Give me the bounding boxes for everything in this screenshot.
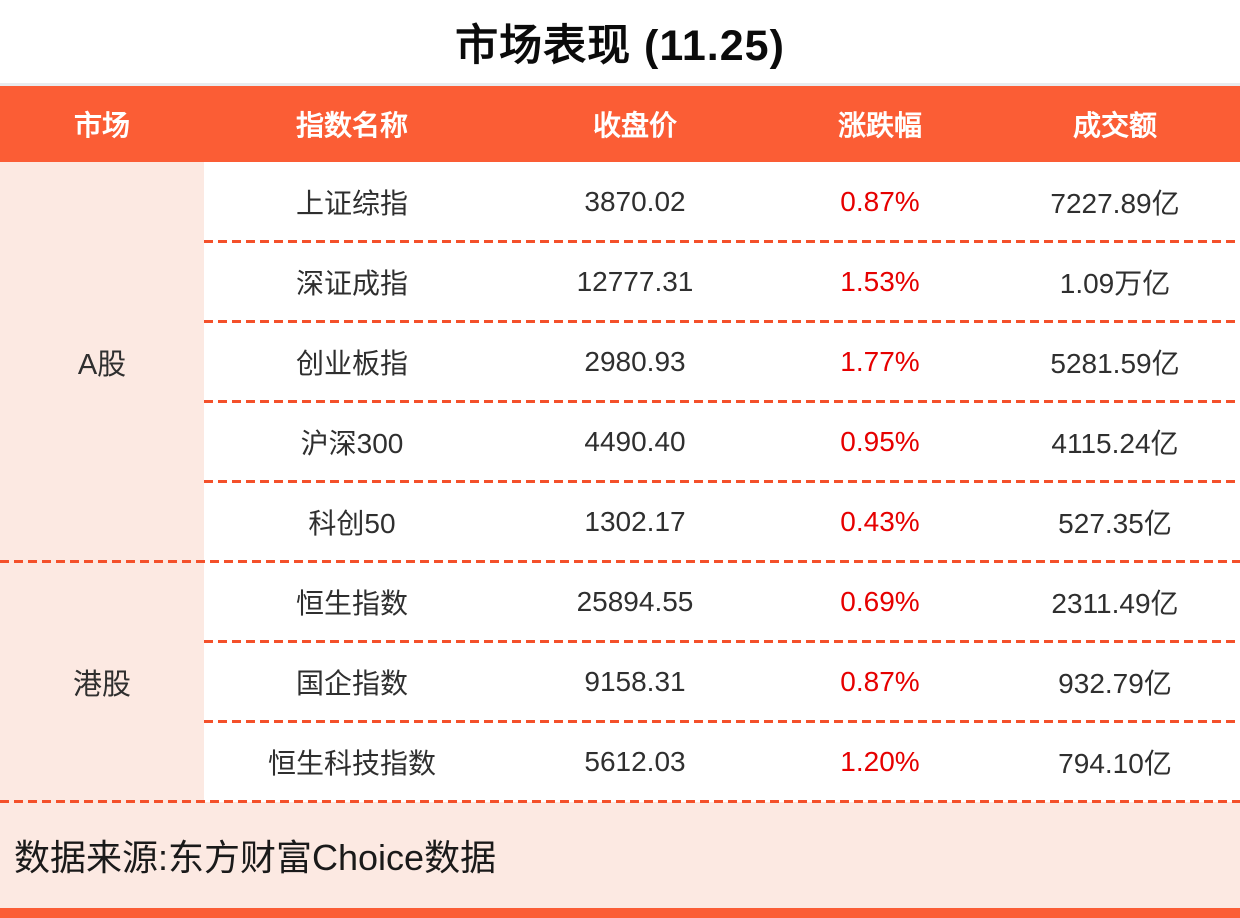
turnover: 2311.49亿 — [1051, 588, 1179, 619]
table-row-hang-seng-tech: 恒生科技指数 5612.03 1.20% 794.10亿 — [204, 722, 1240, 802]
table-header: 市场 指数名称 收盘价 涨跌幅 成交额 — [0, 86, 1240, 162]
data-column: 上证综指 3870.02 0.87% 7227.89亿 深证成指 12777.3… — [204, 162, 1240, 802]
table-row-csi300: 沪深300 4490.40 0.95% 4115.24亿 — [204, 402, 1240, 483]
change-percent: 0.87% — [840, 186, 920, 217]
data-source-text: 数据来源:东方财富Choice数据 — [14, 837, 497, 878]
close-price: 2980.93 — [584, 346, 686, 377]
change-percent: 1.77% — [840, 346, 920, 377]
market-group-label: 港股 — [72, 669, 131, 701]
turnover: 932.79亿 — [1058, 668, 1172, 699]
turnover: 794.10亿 — [1058, 748, 1172, 779]
group-separator-bottom — [0, 800, 1240, 803]
group-separator-a-hk — [0, 560, 1240, 563]
column-header-turnover: 成交额 — [1072, 110, 1157, 141]
table-row-star50: 科创50 1302.17 0.43% 527.35亿 — [204, 482, 1240, 562]
turnover: 527.35亿 — [1058, 508, 1172, 539]
column-header-close: 收盘价 — [592, 110, 677, 141]
index-name: 科创50 — [308, 508, 396, 539]
change-percent: 1.20% — [840, 746, 920, 777]
turnover: 5281.59亿 — [1050, 348, 1180, 379]
close-price: 25894.55 — [576, 586, 694, 617]
market-group-a-shares: A股 — [0, 162, 204, 562]
market-group-label: A股 — [77, 349, 127, 381]
change-percent: 0.87% — [840, 666, 920, 697]
close-price: 5612.03 — [584, 746, 686, 777]
close-price: 1302.17 — [584, 506, 686, 537]
footer: 数据来源:东方财富Choice数据 — [0, 802, 1240, 908]
close-price: 12777.31 — [576, 266, 694, 297]
column-header-index-name: 指数名称 — [295, 110, 408, 141]
table-row-chinext: 创业板指 2980.93 1.77% 5281.59亿 — [204, 322, 1240, 403]
index-name: 恒生指数 — [295, 588, 408, 619]
index-name: 创业板指 — [295, 348, 408, 379]
table-row-shanghai-composite: 上证综指 3870.02 0.87% 7227.89亿 — [204, 162, 1240, 243]
market-column: A股 港股 — [0, 162, 204, 802]
market-group-hk: 港股 — [0, 562, 204, 802]
change-percent: 0.95% — [840, 426, 920, 457]
change-percent: 0.69% — [840, 586, 920, 617]
turnover: 4115.24亿 — [1051, 428, 1179, 459]
turnover: 7227.89亿 — [1050, 188, 1180, 219]
title-area: 市场表现 (11.25) — [0, 0, 1240, 83]
column-header-market: 市场 — [73, 110, 130, 141]
change-percent: 0.43% — [840, 506, 920, 537]
index-name: 上证综指 — [295, 188, 408, 219]
turnover: 1.09万亿 — [1059, 268, 1171, 299]
index-name: 沪深300 — [300, 428, 404, 459]
table-body: A股 港股 上证综指 3870.02 0.87% 7227.89亿 深证成指 1… — [0, 162, 1240, 803]
index-name: 国企指数 — [295, 668, 408, 699]
page-title: 市场表现 (11.25) — [455, 21, 785, 70]
title-divider — [0, 83, 1240, 86]
bottom-accent-bar — [0, 908, 1240, 918]
index-name: 恒生科技指数 — [267, 748, 436, 779]
change-percent: 1.53% — [840, 266, 920, 297]
close-price: 3870.02 — [584, 186, 686, 217]
close-price: 9158.31 — [584, 666, 686, 697]
table-row-hang-seng: 恒生指数 25894.55 0.69% 2311.49亿 — [204, 562, 1240, 643]
index-name: 深证成指 — [295, 268, 408, 299]
table-row-shenzhen-component: 深证成指 12777.31 1.53% 1.09万亿 — [204, 242, 1240, 323]
table-row-china-enterprises: 国企指数 9158.31 0.87% 932.79亿 — [204, 642, 1240, 723]
close-price: 4490.40 — [584, 426, 686, 457]
column-header-change: 涨跌幅 — [837, 110, 922, 141]
